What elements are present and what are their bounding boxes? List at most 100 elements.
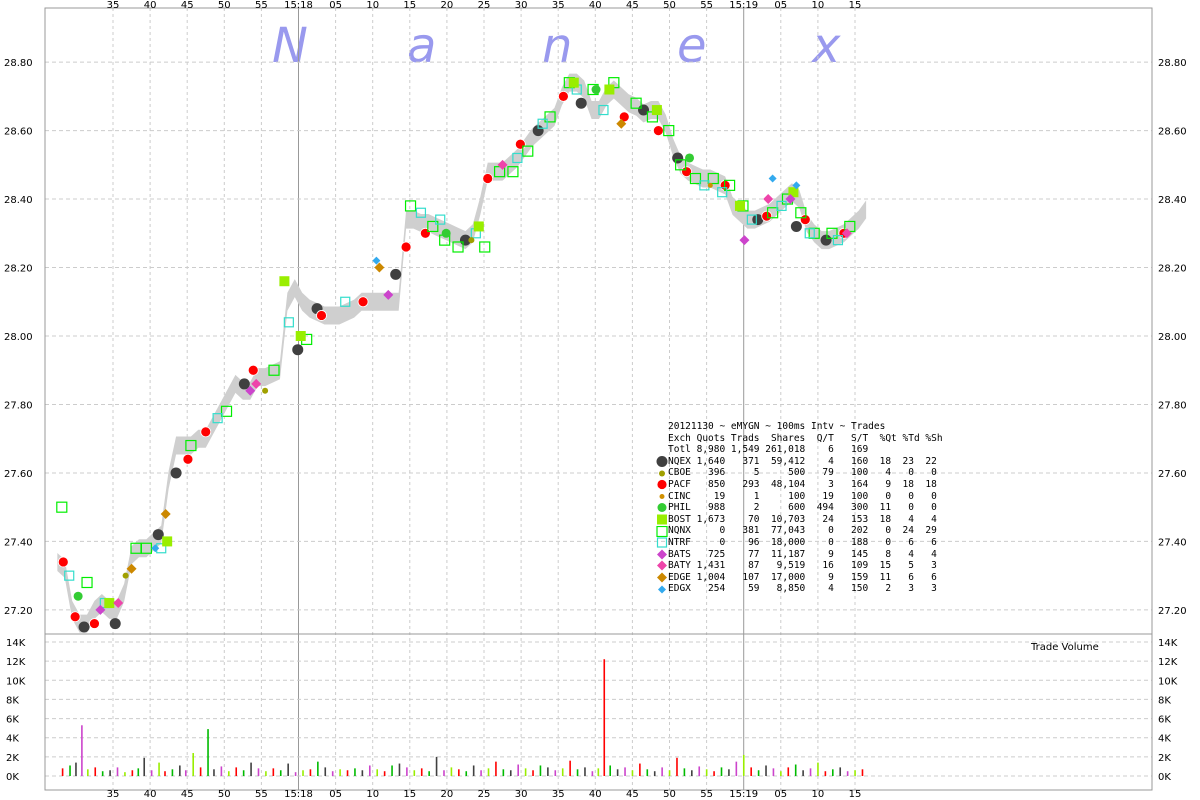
- ntrf-trade-marker: [746, 214, 757, 225]
- cboe-trade-marker: [262, 387, 269, 394]
- time-tick-label-bottom: 10: [812, 789, 825, 800]
- nqnx-trade-marker: [767, 207, 779, 219]
- volume-bar: [780, 771, 782, 776]
- volume-bar: [116, 767, 119, 776]
- nqnx-trade-marker: [689, 172, 702, 185]
- nqnx-trade-marker: [452, 241, 464, 253]
- time-tick-label-bottom: 10: [366, 789, 379, 800]
- volume-bar: [713, 771, 715, 776]
- nqnx-trade-marker: [522, 145, 534, 157]
- baty-trade-marker: [497, 159, 508, 170]
- volume-tick-label-right: 6K: [1158, 715, 1171, 726]
- volume-bar: [458, 769, 460, 776]
- price-tick-label-right: 27.60: [1158, 469, 1187, 480]
- ntrf-trade-marker: [64, 570, 75, 581]
- volume-bar: [346, 770, 349, 776]
- volume-tick-label-right: 14K: [1158, 638, 1178, 649]
- pacf-trade-marker: [69, 611, 81, 623]
- plot-frame: [44, 7, 1153, 791]
- nqnx-trade-marker: [479, 241, 491, 253]
- volume-bar: [391, 765, 393, 776]
- price-tick-label-left: 28.20: [4, 264, 33, 275]
- volume-bar: [465, 771, 468, 776]
- stats-row: EDGX 254 59 8,850 4 150 2 3 3: [656, 583, 943, 595]
- volume-bar: [668, 770, 671, 776]
- volume-axis-label: Trade Volume: [1031, 642, 1099, 653]
- volume-bar: [150, 770, 153, 776]
- time-tick-label-bottom: 35: [107, 789, 120, 800]
- stats-table: 20121130 ~ eMYGN ~ 100ms Intv ~ Trades E…: [656, 421, 943, 595]
- volume-bar: [561, 768, 564, 776]
- volume-bar: [839, 767, 842, 776]
- edge-trade-marker: [160, 509, 171, 520]
- edge-legend-marker: [656, 572, 668, 583]
- ntrf-trade-marker: [435, 214, 446, 225]
- nqnx-trade-marker: [675, 159, 687, 171]
- baty-trade-marker: [763, 194, 774, 205]
- cboe-trade-marker: [122, 572, 129, 579]
- volume-bar: [597, 768, 600, 776]
- volume-bar: [279, 770, 282, 776]
- volume-bar: [339, 769, 341, 776]
- stats-row: EDGE 1,004 107 17,000 9 159 11 6 6: [656, 572, 943, 584]
- time-tick-label-bottom: 55: [255, 789, 268, 800]
- volume-bar: [302, 770, 304, 776]
- time-tick-label-top: 05: [774, 0, 787, 11]
- volume-bar: [158, 762, 160, 776]
- volume-tick-label-left: 14K: [6, 638, 26, 649]
- price-tick-label-left: 27.80: [4, 400, 33, 411]
- time-tick-label-bottom: 15:19: [729, 789, 758, 800]
- volume-bar: [250, 762, 252, 776]
- volume-bar: [750, 767, 752, 776]
- nqnx-trade-marker: [507, 166, 519, 178]
- volume-bar: [376, 769, 379, 776]
- price-tick-label-left: 27.40: [4, 537, 33, 548]
- volume-bar: [131, 770, 134, 776]
- volume-bar: [294, 772, 297, 776]
- volume-bar: [846, 771, 849, 776]
- stats-rows: NQEX 1,640 371 59,412 4 160 18 23 22 CBOE…: [656, 456, 943, 595]
- volume-bar: [809, 768, 812, 776]
- phil-trade-marker: [685, 153, 695, 163]
- bost-trade-marker: [604, 84, 615, 95]
- pacf-trade-marker: [357, 296, 369, 308]
- volume-bar: [509, 770, 512, 776]
- price-tick-label-right: 27.40: [1158, 537, 1187, 548]
- pacf-trade-marker: [89, 618, 100, 629]
- volume-bar: [61, 768, 64, 776]
- volume-bar: [420, 768, 423, 776]
- volume-bar: [824, 771, 827, 776]
- stats-row-text: CINC 19 1 100 19 100 0 0 0: [668, 490, 937, 502]
- cboe-trade-marker: [659, 470, 665, 477]
- nqex-trade-marker: [170, 467, 182, 479]
- stats-row: BOST 1,673 70 10,703 24 153 18 4 4: [656, 514, 943, 526]
- time-tick-label-bottom: 30: [515, 789, 528, 800]
- volume-bar: [94, 767, 97, 776]
- time-tick-label-top: 55: [700, 0, 713, 11]
- bost-trade-marker: [104, 598, 115, 609]
- nqnx-trade-marker: [663, 124, 675, 137]
- volume-bars: [61, 659, 864, 776]
- price-tick-label-left: 28.60: [4, 127, 33, 138]
- volume-bar: [794, 764, 797, 776]
- stats-row: PHIL 988 2 600 494 300 11 0 0: [656, 502, 943, 514]
- stats-row: NQEX 1,640 371 59,412 4 160 18 23 22: [656, 456, 943, 468]
- volume-bar: [646, 769, 649, 776]
- ntrf-trade-marker: [512, 152, 523, 164]
- nqex-trade-marker: [292, 344, 304, 356]
- bats-trade-marker: [245, 385, 256, 396]
- time-tick-label-bottom: 55: [700, 789, 713, 800]
- nqnx-trade-marker: [220, 405, 233, 417]
- nqnx-trade-marker: [81, 576, 93, 589]
- volume-bar: [616, 769, 619, 776]
- ntrf-trade-marker: [598, 104, 609, 116]
- time-tick-label-top: 50: [663, 0, 676, 11]
- volume-bar: [624, 767, 626, 776]
- pacf-trade-marker: [652, 125, 664, 136]
- edgx-legend-marker: [656, 584, 668, 595]
- stats-row-text: CBOE 396 5 500 79 100 4 0 0: [668, 467, 937, 479]
- stats-header: Exch Quots Trads Shares Q/T S/T %Qt %Td …: [668, 432, 943, 444]
- stats-row-text: NQNX 0 381 77,043 0 202 0 24 29: [668, 525, 937, 537]
- ntrf-trade-marker: [656, 537, 668, 548]
